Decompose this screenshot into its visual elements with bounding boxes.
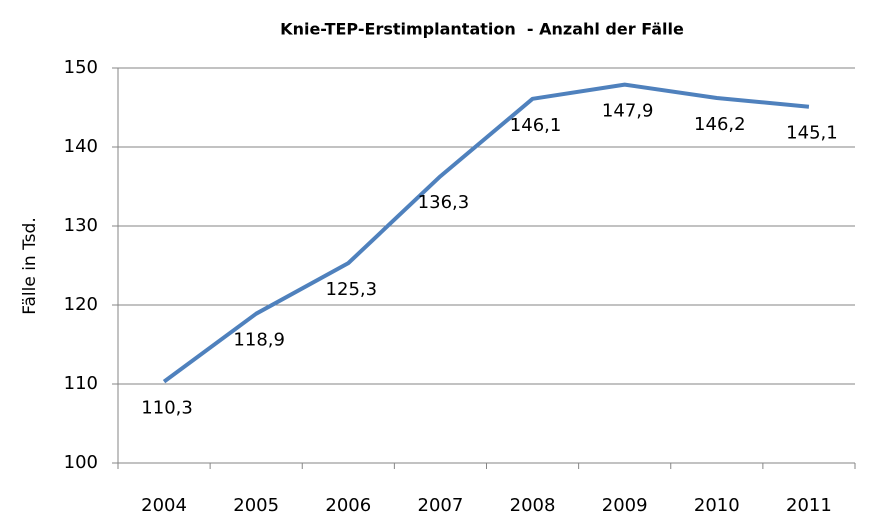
- y-tick-label: 130: [64, 215, 98, 236]
- data-label: 125,3: [326, 279, 378, 300]
- x-tick-label: 2011: [786, 495, 832, 516]
- line: [162, 82, 810, 384]
- x-tick-label: 2010: [694, 495, 740, 516]
- x-tick-label: 2004: [141, 495, 187, 516]
- x-tick-label: 2009: [602, 495, 648, 516]
- data-label: 147,9: [602, 101, 654, 122]
- y-tick-label: 120: [64, 294, 98, 315]
- x-tick-label: 2007: [418, 495, 464, 516]
- data-label: 136,3: [418, 192, 470, 213]
- y-axis-label: Fälle in Tsd.: [20, 217, 40, 314]
- chart-title: Knie-TEP-Erstimplantation - Anzahl der F…: [280, 20, 684, 39]
- x-tick-label: 2005: [233, 495, 279, 516]
- x-tick-label: 2008: [510, 495, 556, 516]
- y-tick-label: 110: [64, 373, 98, 394]
- data-label: 110,3: [141, 398, 193, 419]
- y-tick-label: 140: [64, 136, 98, 157]
- y-tick-label: 150: [64, 57, 98, 78]
- y-tick-label: 100: [64, 452, 98, 473]
- data-label: 146,1: [510, 115, 562, 136]
- data-label: 145,1: [786, 123, 838, 144]
- x-tick-label: 2006: [325, 495, 371, 516]
- data-label: 146,2: [694, 114, 746, 135]
- data-label: 118,9: [233, 330, 285, 351]
